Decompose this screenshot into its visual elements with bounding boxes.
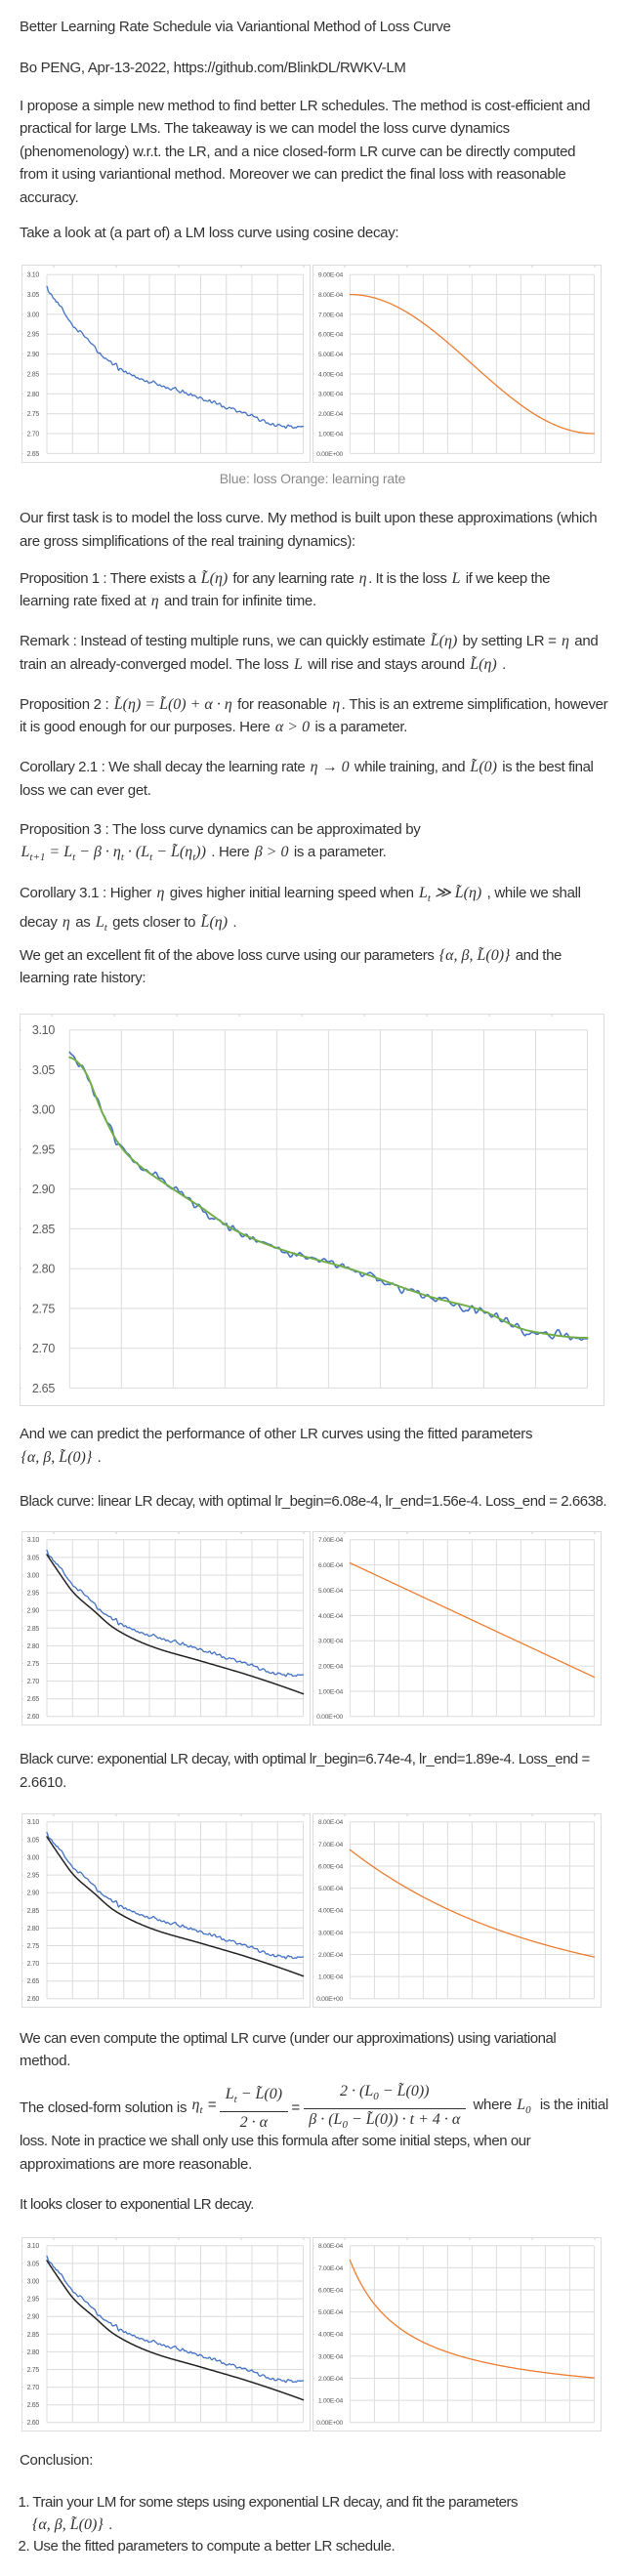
svg-text:2.90: 2.90	[27, 1890, 40, 1896]
svg-text:3.10: 3.10	[27, 1537, 40, 1544]
svg-text:2.65: 2.65	[32, 1382, 55, 1395]
svg-text:3.05: 3.05	[27, 1837, 40, 1844]
svg-text:6.00E-04: 6.00E-04	[318, 1562, 344, 1569]
svg-text:2.75: 2.75	[27, 411, 40, 418]
svg-text:2.85: 2.85	[27, 372, 40, 379]
svg-text:3.05: 3.05	[27, 1555, 40, 1561]
svg-text:0.00E+00: 0.00E+00	[316, 1714, 343, 1721]
svg-text:2.85: 2.85	[27, 2331, 40, 2338]
svg-text:3.00: 3.00	[27, 2278, 40, 2285]
svg-text:7.00E-04: 7.00E-04	[318, 2264, 344, 2271]
svg-text:2.90: 2.90	[27, 352, 40, 358]
svg-text:3.10: 3.10	[27, 1819, 40, 1826]
svg-text:2.80: 2.80	[27, 2348, 40, 2355]
svg-text:2.90: 2.90	[27, 1608, 40, 1615]
svg-text:5.00E-04: 5.00E-04	[318, 352, 344, 358]
svg-text:0.00E+00: 0.00E+00	[316, 2420, 343, 2427]
svg-text:2.70: 2.70	[27, 432, 40, 438]
svg-text:2.95: 2.95	[27, 1590, 40, 1597]
svg-text:8.00E-04: 8.00E-04	[318, 1819, 344, 1826]
svg-text:4.00E-04: 4.00E-04	[318, 372, 344, 379]
svg-text:4.00E-04: 4.00E-04	[318, 1907, 344, 1914]
svg-text:2.60: 2.60	[27, 1714, 40, 1721]
svg-text:3.10: 3.10	[27, 2243, 40, 2250]
svg-text:3.00: 3.00	[27, 312, 40, 319]
svg-text:2.95: 2.95	[27, 332, 40, 339]
svg-text:8.00E-04: 8.00E-04	[318, 2243, 344, 2250]
svg-text:2.60: 2.60	[27, 1996, 40, 2003]
svg-text:2.70: 2.70	[32, 1342, 55, 1355]
svg-text:2.65: 2.65	[27, 451, 40, 458]
svg-text:3.10: 3.10	[27, 272, 40, 279]
svg-text:2.90: 2.90	[32, 1183, 55, 1196]
svg-text:9.00E-04: 9.00E-04	[318, 272, 344, 279]
svg-text:2.80: 2.80	[27, 1925, 40, 1932]
svg-text:2.00E-04: 2.00E-04	[318, 1663, 344, 1670]
svg-text:3.00: 3.00	[32, 1102, 55, 1116]
svg-text:3.05: 3.05	[27, 292, 40, 299]
svg-text:5.00E-04: 5.00E-04	[318, 1588, 344, 1595]
svg-text:2.75: 2.75	[27, 2366, 40, 2373]
svg-text:2.80: 2.80	[32, 1262, 55, 1275]
svg-text:2.85: 2.85	[32, 1223, 55, 1236]
svg-text:2.00E-04: 2.00E-04	[318, 411, 344, 418]
svg-text:6.00E-04: 6.00E-04	[318, 2287, 344, 2294]
svg-text:2.70: 2.70	[27, 2385, 40, 2391]
svg-text:1.00E-04: 1.00E-04	[318, 1688, 344, 1695]
svg-text:5.00E-04: 5.00E-04	[318, 2309, 344, 2316]
svg-text:7.00E-04: 7.00E-04	[318, 312, 344, 319]
svg-text:5.00E-04: 5.00E-04	[318, 1886, 344, 1892]
svg-text:2.60: 2.60	[27, 2420, 40, 2427]
svg-text:3.00: 3.00	[27, 1572, 40, 1579]
svg-text:3.05: 3.05	[27, 2261, 40, 2267]
svg-text:6.00E-04: 6.00E-04	[318, 332, 344, 339]
svg-text:2.75: 2.75	[27, 1942, 40, 1949]
svg-text:3.00: 3.00	[27, 1854, 40, 1861]
svg-text:2.70: 2.70	[27, 1679, 40, 1685]
svg-text:2.00E-04: 2.00E-04	[318, 1951, 344, 1958]
svg-text:1.00E-04: 1.00E-04	[318, 1974, 344, 1980]
svg-text:2.65: 2.65	[27, 2402, 40, 2409]
svg-text:2.95: 2.95	[27, 2296, 40, 2303]
svg-text:2.65: 2.65	[27, 1696, 40, 1703]
svg-text:0.00E+00: 0.00E+00	[316, 1996, 343, 2003]
svg-text:2.75: 2.75	[32, 1302, 55, 1315]
svg-text:1.00E-04: 1.00E-04	[318, 2397, 344, 2404]
svg-text:3.10: 3.10	[32, 1023, 55, 1037]
svg-text:3.05: 3.05	[32, 1063, 55, 1077]
svg-text:2.85: 2.85	[27, 1626, 40, 1633]
svg-text:2.70: 2.70	[27, 1961, 40, 1968]
svg-text:2.95: 2.95	[32, 1143, 55, 1156]
svg-text:6.00E-04: 6.00E-04	[318, 1863, 344, 1870]
svg-text:8.00E-04: 8.00E-04	[318, 292, 344, 299]
svg-text:4.00E-04: 4.00E-04	[318, 1613, 344, 1620]
svg-text:2.65: 2.65	[27, 1978, 40, 1985]
svg-text:2.95: 2.95	[27, 1872, 40, 1879]
svg-text:2.80: 2.80	[27, 1643, 40, 1650]
svg-text:2.85: 2.85	[27, 1907, 40, 1914]
svg-text:2.80: 2.80	[27, 392, 40, 398]
svg-text:0.00E+00: 0.00E+00	[316, 451, 343, 458]
svg-text:3.00E-04: 3.00E-04	[318, 392, 344, 398]
svg-text:3.00E-04: 3.00E-04	[318, 2353, 344, 2360]
svg-text:2.00E-04: 2.00E-04	[318, 2375, 344, 2382]
svg-text:7.00E-04: 7.00E-04	[318, 1537, 344, 1544]
svg-text:3.00E-04: 3.00E-04	[318, 1930, 344, 1936]
svg-text:2.90: 2.90	[27, 2313, 40, 2320]
svg-text:1.00E-04: 1.00E-04	[318, 432, 344, 438]
svg-text:4.00E-04: 4.00E-04	[318, 2331, 344, 2338]
svg-text:3.00E-04: 3.00E-04	[318, 1638, 344, 1644]
svg-text:2.75: 2.75	[27, 1661, 40, 1668]
svg-text:7.00E-04: 7.00E-04	[318, 1841, 344, 1848]
